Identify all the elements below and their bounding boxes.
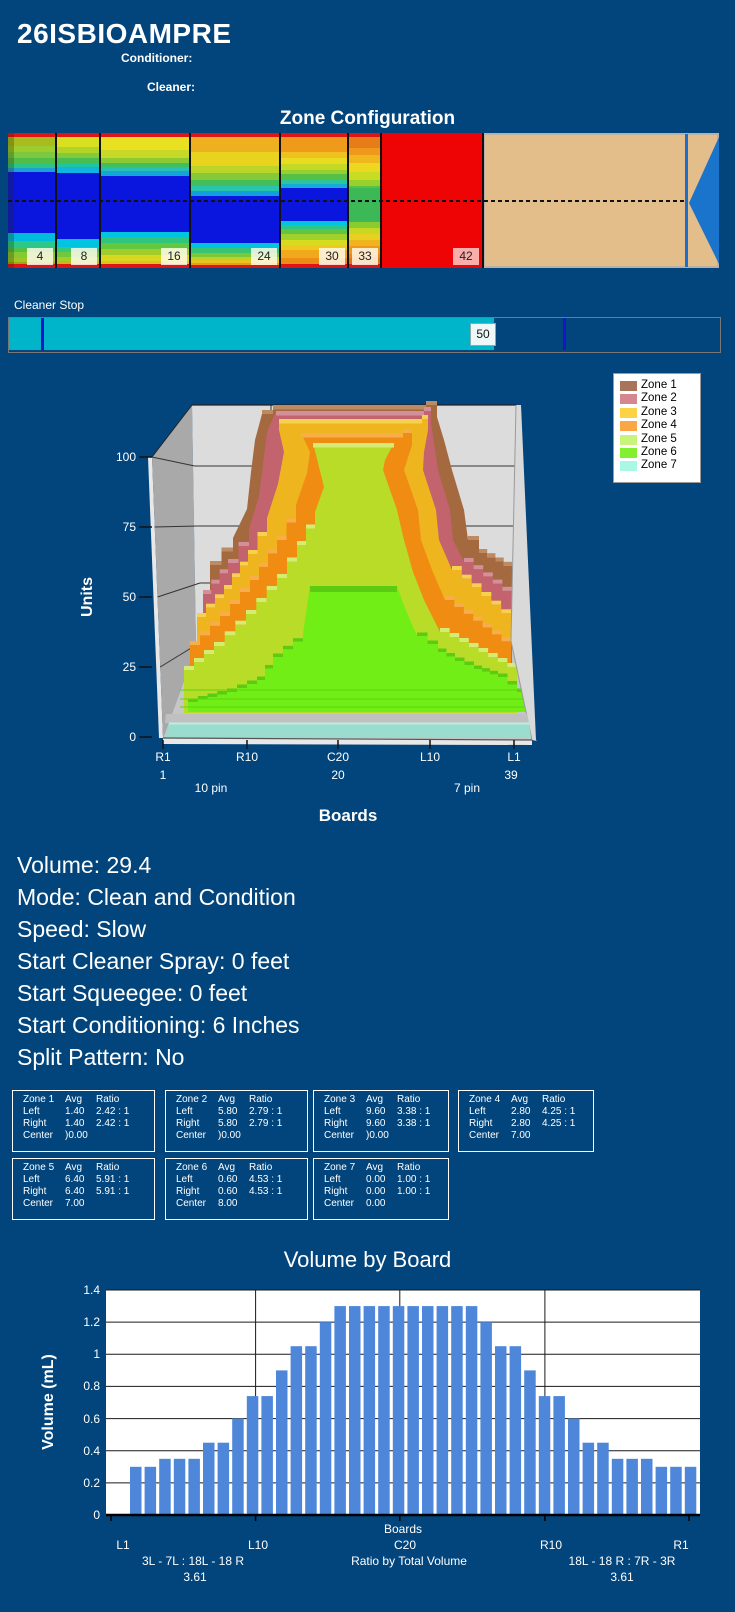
svg-text:0.8: 0.8 xyxy=(83,1379,100,1393)
svg-text:0.2: 0.2 xyxy=(83,1476,100,1490)
svg-text:1: 1 xyxy=(93,1347,100,1361)
svg-text:0: 0 xyxy=(129,730,136,744)
svg-text:20: 20 xyxy=(331,768,345,782)
svg-text:0: 0 xyxy=(93,1508,100,1522)
svg-text:L1: L1 xyxy=(116,1538,130,1552)
svg-text:Ratio by Total Volume: Ratio by Total Volume xyxy=(351,1554,467,1568)
svg-text:1.4: 1.4 xyxy=(83,1283,100,1297)
svg-text:3L - 7L : 18L - 18 R: 3L - 7L : 18L - 18 R xyxy=(142,1554,244,1568)
svg-text:18L - 18 R : 7R - 3R: 18L - 18 R : 7R - 3R xyxy=(569,1554,676,1568)
svg-text:L10: L10 xyxy=(420,750,440,764)
svg-text:3.61: 3.61 xyxy=(610,1570,634,1584)
svg-text:3.61: 3.61 xyxy=(183,1570,207,1584)
svg-text:Boards: Boards xyxy=(319,806,378,825)
svg-text:C20: C20 xyxy=(394,1538,416,1552)
svg-text:10 pin: 10 pin xyxy=(195,781,228,795)
svg-text:C20: C20 xyxy=(327,750,349,764)
svg-text:50: 50 xyxy=(123,590,137,604)
svg-text:1.2: 1.2 xyxy=(83,1315,100,1329)
svg-text:100: 100 xyxy=(116,450,136,464)
svg-text:75: 75 xyxy=(123,520,137,534)
svg-text:Units: Units xyxy=(79,577,96,617)
svg-text:0.4: 0.4 xyxy=(83,1444,100,1458)
svg-text:7 pin: 7 pin xyxy=(454,781,480,795)
svg-text:Volume (mL): Volume (mL) xyxy=(40,1354,57,1450)
svg-text:1: 1 xyxy=(160,768,167,782)
svg-text:L1: L1 xyxy=(507,750,521,764)
svg-text:L10: L10 xyxy=(248,1538,268,1552)
svg-text:Boards: Boards xyxy=(384,1522,422,1536)
svg-text:R10: R10 xyxy=(236,750,258,764)
svg-text:39: 39 xyxy=(504,768,518,782)
svg-text:0.6: 0.6 xyxy=(83,1412,100,1426)
svg-text:R1: R1 xyxy=(673,1538,689,1552)
svg-text:R1: R1 xyxy=(155,750,171,764)
svg-text:25: 25 xyxy=(123,660,137,674)
svg-text:R10: R10 xyxy=(540,1538,562,1552)
